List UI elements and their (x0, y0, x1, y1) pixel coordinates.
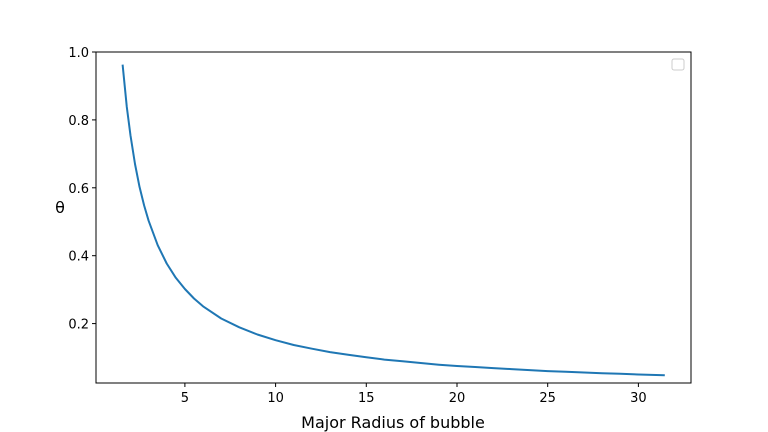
y-tick-label: 0.8 (68, 114, 89, 129)
plot-area-frame (95, 51, 692, 384)
x-tick-label: 5 (181, 391, 189, 406)
y-tick-label: 1.0 (68, 46, 89, 61)
x-tick-label: 10 (267, 391, 284, 406)
y-tick-label: 0.6 (68, 182, 89, 197)
legend-box (671, 58, 685, 71)
y-tick-label: 0.4 (68, 250, 89, 265)
x-tick-label: 15 (358, 391, 375, 406)
series-line (121, 64, 665, 377)
x-axis-ticks: 5 10 15 20 25 30 (181, 383, 647, 406)
y-tick-label: 0.2 (68, 318, 89, 333)
x-axis-label: Major Radius of bubble (301, 413, 485, 432)
series-group (121, 64, 665, 377)
y-axis-ticks: 0.2 0.4 0.6 0.8 1.0 (68, 46, 96, 333)
x-tick-label: 25 (539, 391, 556, 406)
x-tick-label: 30 (630, 391, 647, 406)
y-axis-label: θ (55, 198, 65, 217)
x-tick-label: 20 (449, 391, 466, 406)
